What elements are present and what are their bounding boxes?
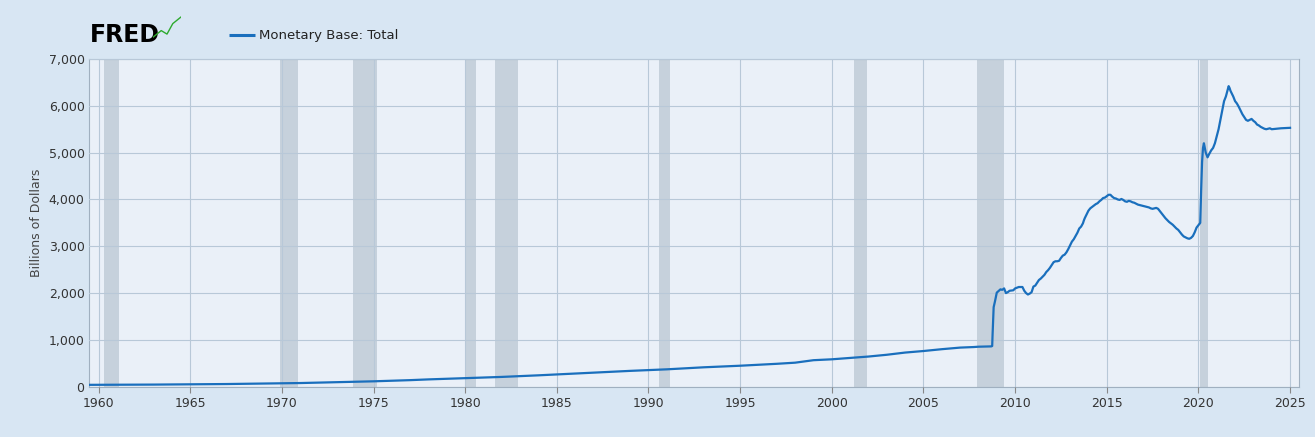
Bar xyxy=(280,59,299,387)
Bar xyxy=(1201,59,1207,387)
Text: FRED: FRED xyxy=(89,24,159,47)
Bar xyxy=(660,59,671,387)
Bar xyxy=(494,59,518,387)
Bar xyxy=(466,59,476,387)
Bar xyxy=(104,59,118,387)
Bar xyxy=(977,59,1005,387)
Text: Monetary Base: Total: Monetary Base: Total xyxy=(259,29,398,42)
Bar xyxy=(853,59,867,387)
Bar xyxy=(354,59,377,387)
Y-axis label: Billions of Dollars: Billions of Dollars xyxy=(30,169,43,277)
